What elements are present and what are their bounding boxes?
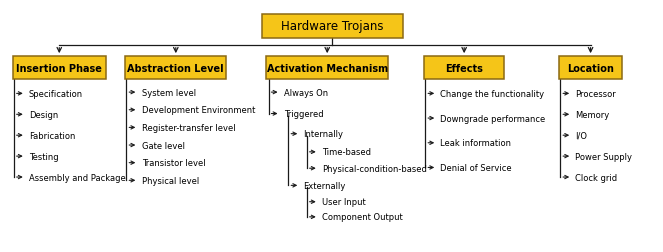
Text: Abstraction Level: Abstraction Level: [127, 63, 224, 73]
Text: Assembly and Package: Assembly and Package: [29, 173, 126, 182]
Text: Register-transfer level: Register-transfer level: [142, 123, 235, 132]
Text: Gate level: Gate level: [142, 141, 184, 150]
Text: Clock grid: Clock grid: [575, 173, 617, 182]
FancyBboxPatch shape: [262, 15, 403, 39]
Text: Externally: Externally: [304, 181, 346, 190]
Text: Design: Design: [29, 110, 58, 119]
Text: Transistor level: Transistor level: [142, 159, 205, 168]
FancyBboxPatch shape: [266, 57, 389, 79]
Text: Power Supply: Power Supply: [575, 152, 633, 161]
Text: Effects: Effects: [446, 63, 483, 73]
Text: Processor: Processor: [575, 89, 616, 99]
Text: I/O: I/O: [575, 131, 587, 140]
Text: Leak information: Leak information: [440, 139, 511, 148]
Text: User Input: User Input: [322, 198, 366, 206]
Text: Memory: Memory: [575, 110, 610, 119]
Text: Time-based: Time-based: [322, 148, 371, 157]
Text: Hardware Trojans: Hardware Trojans: [281, 20, 384, 33]
FancyBboxPatch shape: [13, 57, 106, 79]
Text: Testing: Testing: [29, 152, 58, 161]
Text: Triggered: Triggered: [284, 110, 324, 118]
Text: System level: System level: [142, 88, 196, 97]
Text: Physical level: Physical level: [142, 176, 199, 185]
FancyBboxPatch shape: [125, 57, 227, 79]
Text: Insertion Phase: Insertion Phase: [17, 63, 102, 73]
Text: Downgrade performance: Downgrade performance: [440, 114, 546, 123]
Text: Change the functionality: Change the functionality: [440, 89, 544, 99]
FancyBboxPatch shape: [559, 57, 622, 79]
Text: Physical-condition-based: Physical-condition-based: [322, 164, 427, 173]
Text: Component Output: Component Output: [322, 212, 402, 222]
Text: Specification: Specification: [29, 89, 83, 99]
Text: Internally: Internally: [304, 130, 343, 139]
Text: Location: Location: [567, 63, 614, 73]
Text: Denial of Service: Denial of Service: [440, 163, 512, 172]
Text: Always On: Always On: [284, 88, 328, 97]
FancyBboxPatch shape: [424, 57, 505, 79]
Text: Fabrication: Fabrication: [29, 131, 76, 140]
Text: Development Environment: Development Environment: [142, 106, 255, 115]
Text: Activation Mechanism: Activation Mechanism: [267, 63, 388, 73]
